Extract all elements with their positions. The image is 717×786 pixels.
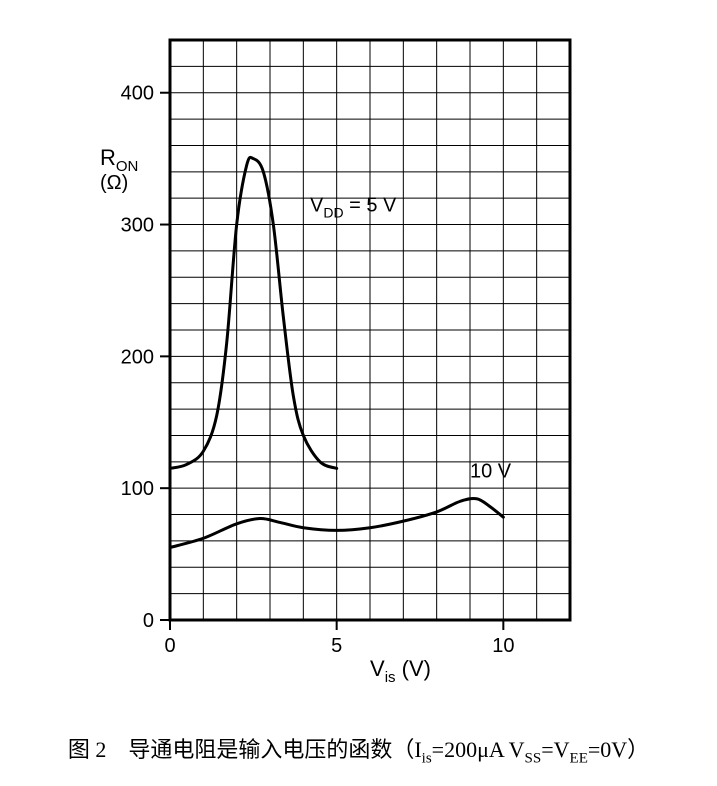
y-tick-label: 300 [121, 215, 154, 237]
series-label-10V: 10 V [470, 461, 512, 483]
y-tick-label: 400 [121, 83, 154, 105]
chart-background [0, 0, 717, 720]
caption-Vee-sub: EE [570, 750, 588, 766]
x-tick-label: 0 [164, 635, 175, 657]
caption-I: I [414, 737, 421, 762]
caption-Vee: V [554, 737, 570, 762]
x-tick-label: 10 [492, 635, 514, 657]
x-tick-label: 5 [331, 635, 342, 657]
y-axis-unit: (Ω) [100, 172, 128, 194]
chart-container: 05100100200300400RON(Ω)Vis (V)VDD = 5 V1… [0, 0, 717, 786]
chart-svg: 05100100200300400RON(Ω)Vis (V)VDD = 5 V1… [0, 0, 717, 720]
caption-mid: = [541, 737, 553, 762]
figure-caption: 图 2 导通电阻是输入电压的函数（Iis=200μA VSS=VEE=0V） [0, 735, 717, 769]
y-tick-label: 100 [121, 478, 154, 500]
caption-Vss-sub: SS [525, 750, 542, 766]
caption-suffix: =0V） [588, 737, 649, 762]
caption-text: 图 2 导通电阻是输入电压的函数（ [68, 737, 415, 762]
y-tick-label: 0 [143, 610, 154, 632]
y-tick-label: 200 [121, 346, 154, 368]
caption-Vss: V [509, 737, 525, 762]
caption-I-eq: =200μA [432, 737, 509, 762]
caption-I-sub: is [422, 750, 432, 766]
